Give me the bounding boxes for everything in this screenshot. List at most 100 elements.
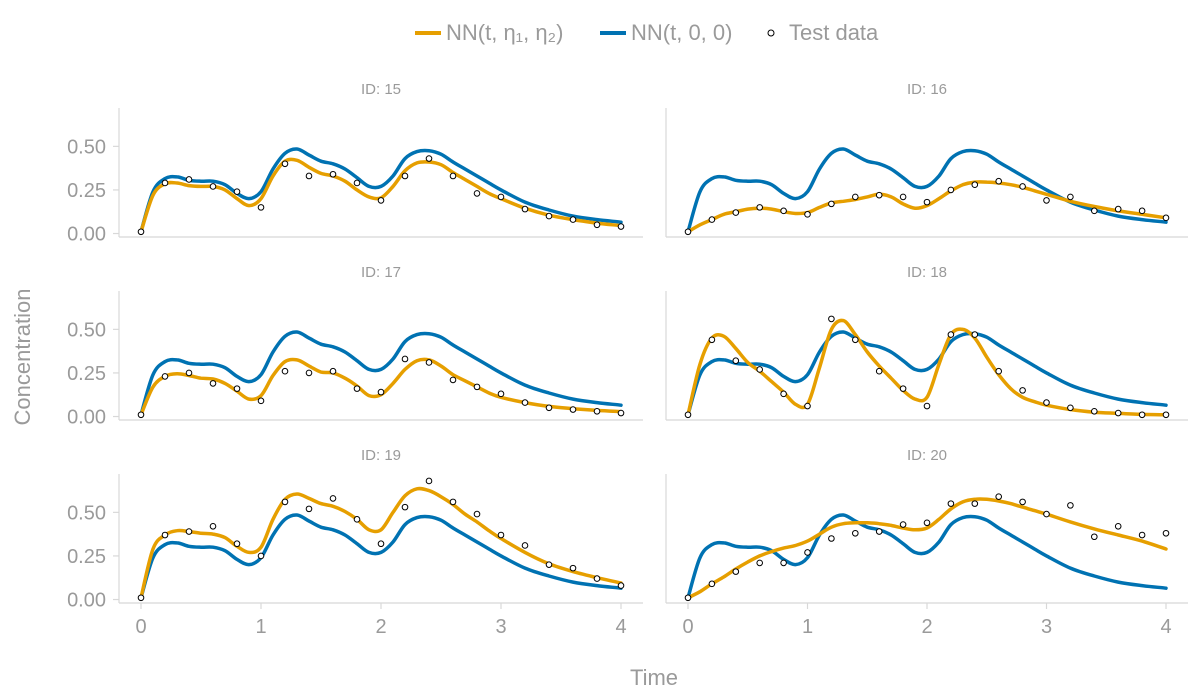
test-data-point (684, 411, 692, 419)
test-data-point (473, 190, 481, 197)
test-data-point (185, 369, 193, 377)
panel-5: ID: 19 0.00 0.25 0.50 0 1 2 3 4 (67, 447, 643, 638)
test-data-point (497, 193, 505, 201)
test-data-point (449, 376, 457, 384)
test-data-point (257, 552, 265, 560)
test-data-point (875, 528, 883, 535)
test-data-point (257, 204, 265, 211)
test-data-point (137, 228, 145, 236)
test-data-point (1043, 510, 1050, 518)
legend-label-3: Test data (789, 20, 879, 45)
panel-4: ID: 18 (665, 264, 1188, 421)
test-data-point (281, 498, 289, 506)
test-data-point (377, 388, 385, 396)
panel-3: ID: 17 0.00 0.25 0.50 (67, 264, 643, 429)
test-data-point (923, 198, 931, 206)
test-data-point (804, 549, 811, 556)
test-data-point (473, 383, 481, 391)
panel-title: ID: 20 (907, 447, 947, 464)
test-data-point (732, 357, 740, 365)
legend-marker-3 (767, 29, 775, 37)
legend-item-3: Test data (767, 20, 879, 45)
test-data-point (828, 315, 835, 323)
test-data-point (377, 540, 385, 548)
test-data-point (684, 594, 692, 602)
test-data-point (521, 205, 529, 213)
test-data-point (756, 204, 764, 211)
x-tick-label: 2 (375, 616, 386, 638)
test-data-point (545, 561, 553, 568)
test-data-point (545, 212, 553, 220)
population-curve (139, 513, 623, 600)
test-data-point (923, 519, 931, 527)
test-data-point (305, 172, 313, 180)
test-data-point (161, 531, 169, 539)
test-data-point (1043, 399, 1050, 406)
test-data-point (233, 385, 241, 392)
test-data-point (353, 516, 361, 523)
panel-title: ID: 18 (907, 264, 947, 281)
y-tick-label: 0.50 (67, 502, 106, 524)
test-data-point (1043, 197, 1050, 204)
population-curve (686, 147, 1168, 234)
test-data-point (995, 367, 1003, 375)
x-tick-label: 3 (1041, 616, 1052, 638)
x-tick-label: 1 (802, 616, 813, 638)
test-data-point (353, 179, 361, 187)
test-data-point (521, 542, 529, 549)
test-data-point (732, 209, 740, 216)
test-data-point (209, 183, 217, 190)
test-data-point (617, 409, 625, 417)
test-data-point (1114, 205, 1122, 213)
y-tick-label: 0.25 (67, 180, 106, 202)
test-data-point (756, 366, 764, 373)
test-data-point (1091, 407, 1098, 415)
test-data-point (401, 172, 409, 180)
test-data-point (852, 529, 859, 537)
test-data-point (899, 193, 907, 201)
population-curve (686, 513, 1168, 600)
test-data-point (161, 179, 169, 187)
test-data-point (1067, 404, 1074, 412)
test-data-point (209, 522, 217, 530)
test-data-point (1114, 409, 1122, 417)
x-tick-label: 4 (615, 616, 626, 638)
legend-item-2: NN(t, 0, 0) (600, 20, 732, 45)
test-data-point (947, 186, 955, 194)
test-data-point (804, 402, 811, 410)
population-curve (139, 330, 623, 417)
panel-1: ID: 15 0.00 0.25 0.50 (67, 81, 643, 246)
test-data-point (1114, 522, 1122, 530)
panels: ID: 15 0.00 0.25 0.50 ID: 16 ID: 17 0.00 0.25 0.… (67, 81, 1188, 638)
x-tick-label: 4 (1160, 616, 1171, 638)
test-data-point (828, 535, 835, 542)
test-data-point (684, 228, 692, 236)
y-tick-label: 0.50 (67, 319, 106, 341)
test-data-point (708, 336, 716, 344)
test-data-point (401, 503, 409, 511)
panel-title: ID: 16 (907, 81, 947, 98)
y-tick-label: 0.50 (67, 136, 106, 158)
test-data-point (497, 531, 505, 539)
test-data-point (995, 493, 1003, 500)
panel-title: ID: 15 (361, 81, 401, 98)
test-data-point (281, 160, 289, 168)
test-data-point (353, 385, 361, 392)
individual-fit-curve (139, 357, 623, 417)
individual-fit-curve (139, 486, 623, 600)
test-data-point (185, 528, 193, 535)
test-data-point (233, 188, 241, 195)
test-data-point (780, 207, 787, 215)
test-data-point (875, 367, 883, 375)
test-data-point (1138, 207, 1146, 215)
individual-fit-curve (139, 157, 623, 234)
test-data-point (593, 407, 601, 415)
test-data-point (521, 399, 529, 406)
test-data-point (137, 411, 145, 419)
test-data-point (1162, 214, 1170, 222)
x-tick-label: 1 (255, 616, 266, 638)
test-data-point (329, 170, 337, 178)
test-data-point (473, 510, 481, 518)
test-data-point (1091, 207, 1098, 215)
